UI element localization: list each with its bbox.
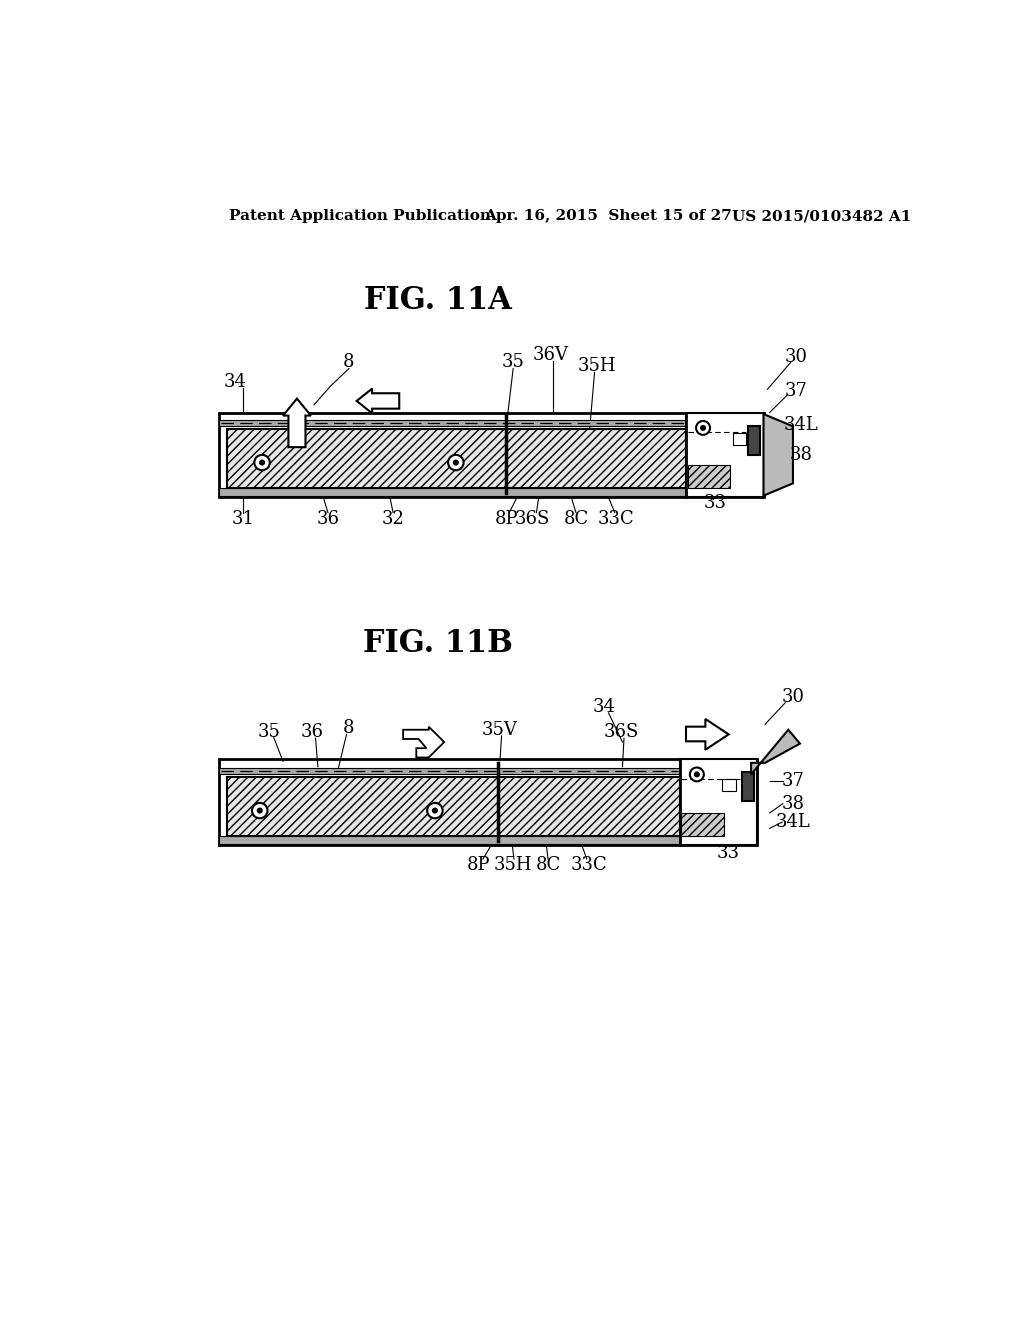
Text: Patent Application Publication: Patent Application Publication — [228, 209, 490, 223]
Text: 36: 36 — [316, 510, 339, 528]
Circle shape — [690, 767, 703, 781]
Bar — [219, 420, 764, 426]
Polygon shape — [751, 730, 800, 775]
FancyArrow shape — [356, 388, 399, 413]
Text: 32: 32 — [382, 510, 404, 528]
Text: 35H: 35H — [578, 358, 616, 375]
Text: FIG. 11B: FIG. 11B — [364, 628, 513, 659]
Bar — [748, 425, 761, 455]
Text: 33: 33 — [717, 843, 740, 862]
Circle shape — [454, 461, 458, 465]
Bar — [686, 412, 764, 498]
Polygon shape — [764, 414, 793, 496]
Bar — [732, 433, 746, 445]
Text: Apr. 16, 2015  Sheet 15 of 27: Apr. 16, 2015 Sheet 15 of 27 — [484, 209, 732, 223]
Polygon shape — [403, 726, 444, 758]
Circle shape — [254, 455, 270, 470]
Bar — [681, 813, 724, 836]
Bar — [219, 759, 758, 845]
Text: 36S: 36S — [515, 510, 550, 528]
Circle shape — [260, 461, 264, 465]
Circle shape — [700, 425, 706, 430]
Bar — [680, 759, 758, 845]
Text: 34L: 34L — [783, 416, 818, 434]
Circle shape — [694, 772, 699, 776]
Text: 37: 37 — [781, 772, 805, 789]
Bar — [722, 779, 736, 792]
Text: 35: 35 — [502, 354, 524, 371]
Text: 36V: 36V — [532, 346, 568, 364]
Text: 8: 8 — [343, 719, 354, 737]
Polygon shape — [686, 719, 729, 750]
Bar — [219, 768, 758, 775]
Text: 35H: 35H — [494, 857, 531, 874]
Text: 8C: 8C — [536, 857, 561, 874]
Text: 34L: 34L — [775, 813, 810, 832]
Text: 35V: 35V — [482, 721, 518, 739]
Circle shape — [257, 808, 262, 813]
Text: 8P: 8P — [467, 857, 490, 874]
Text: 38: 38 — [781, 795, 805, 813]
Circle shape — [252, 803, 267, 818]
Text: 33C: 33C — [570, 857, 607, 874]
Text: 34: 34 — [593, 698, 615, 715]
Bar — [227, 777, 680, 836]
Circle shape — [432, 808, 437, 813]
Text: 30: 30 — [784, 348, 808, 366]
FancyArrow shape — [283, 399, 311, 447]
Text: 38: 38 — [790, 446, 812, 463]
Text: 34: 34 — [223, 372, 247, 391]
Text: 8C: 8C — [563, 510, 589, 528]
Circle shape — [427, 803, 442, 818]
Bar — [219, 836, 680, 843]
Text: 31: 31 — [231, 510, 254, 528]
Text: 33C: 33C — [598, 510, 635, 528]
Bar — [227, 429, 686, 488]
Text: 8: 8 — [343, 354, 354, 371]
Text: 37: 37 — [784, 381, 808, 400]
Text: US 2015/0103482 A1: US 2015/0103482 A1 — [732, 209, 912, 223]
Bar — [741, 772, 755, 801]
Text: 8P: 8P — [495, 510, 518, 528]
Text: 36S: 36S — [603, 723, 639, 741]
Text: 35: 35 — [258, 723, 281, 741]
Bar — [219, 412, 764, 498]
Bar — [219, 488, 686, 496]
Text: 33: 33 — [703, 495, 727, 512]
Circle shape — [696, 421, 710, 434]
Text: 30: 30 — [781, 689, 805, 706]
Circle shape — [449, 455, 464, 470]
Bar — [687, 465, 730, 488]
Text: 36: 36 — [301, 723, 324, 741]
Text: FIG. 11A: FIG. 11A — [365, 285, 512, 317]
